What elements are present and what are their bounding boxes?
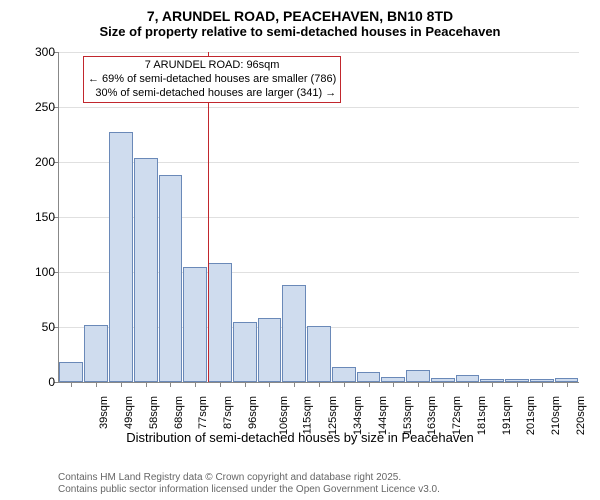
- footer-line-1: Contains HM Land Registry data © Crown c…: [58, 472, 440, 484]
- x-tick-label: 49sqm: [123, 396, 135, 429]
- x-tick: [567, 382, 568, 387]
- chart-title-main: 7, ARUNDEL ROAD, PEACEHAVEN, BN10 8TD: [0, 0, 600, 24]
- histogram-bar: [406, 370, 430, 382]
- histogram-bar: [159, 175, 183, 382]
- x-tick: [344, 382, 345, 387]
- x-tick: [96, 382, 97, 387]
- x-tick: [195, 382, 196, 387]
- histogram-bar: [233, 322, 257, 383]
- x-tick: [418, 382, 419, 387]
- histogram-bar: [307, 326, 331, 382]
- histogram-bar: [332, 367, 356, 382]
- x-tick-label: 87sqm: [222, 396, 234, 429]
- x-tick: [170, 382, 171, 387]
- x-tick: [542, 382, 543, 387]
- y-tick-label: 0: [5, 375, 55, 389]
- x-tick-label: 77sqm: [197, 396, 209, 429]
- x-tick: [121, 382, 122, 387]
- x-tick: [269, 382, 270, 387]
- x-tick-label: 115sqm: [302, 396, 314, 434]
- histogram-bar: [84, 325, 108, 382]
- plot-area: 05010015020025030039sqm49sqm58sqm68sqm77…: [58, 52, 579, 383]
- x-tick: [245, 382, 246, 387]
- y-tick-label: 300: [5, 45, 55, 59]
- annotation-line-1: 7 ARUNDEL ROAD: 96sqm: [88, 59, 336, 73]
- y-tick-label: 250: [5, 100, 55, 114]
- gridline: [59, 52, 579, 53]
- histogram-bar: [282, 285, 306, 382]
- x-tick: [393, 382, 394, 387]
- chart-title-sub: Size of property relative to semi-detach…: [0, 24, 600, 43]
- histogram-bar: [59, 362, 83, 382]
- x-tick-label: 58sqm: [148, 396, 160, 429]
- chart-container: Number of semi-detached properties 05010…: [0, 44, 600, 444]
- x-tick: [468, 382, 469, 387]
- histogram-bar: [134, 158, 158, 382]
- y-tick-label: 150: [5, 210, 55, 224]
- annotation-line-3: 30% of semi-detached houses are larger (…: [88, 87, 336, 101]
- x-tick: [319, 382, 320, 387]
- annotation-line-2: ← 69% of semi-detached houses are smalle…: [88, 73, 336, 87]
- x-tick-label: 39sqm: [98, 396, 110, 429]
- x-tick: [443, 382, 444, 387]
- footer-attribution: Contains HM Land Registry data © Crown c…: [58, 472, 440, 496]
- y-tick-label: 50: [5, 320, 55, 334]
- y-tick-label: 100: [5, 265, 55, 279]
- x-tick: [492, 382, 493, 387]
- x-tick: [220, 382, 221, 387]
- histogram-bar: [258, 318, 282, 382]
- histogram-bar: [183, 267, 207, 383]
- histogram-bar: [456, 375, 480, 382]
- histogram-bar: [109, 132, 133, 382]
- x-tick: [294, 382, 295, 387]
- x-tick: [146, 382, 147, 387]
- x-tick: [71, 382, 72, 387]
- histogram-bar: [208, 263, 232, 382]
- annotation-box: 7 ARUNDEL ROAD: 96sqm← 69% of semi-detac…: [83, 56, 341, 103]
- footer-line-2: Contains public sector information licen…: [58, 484, 440, 496]
- x-tick: [369, 382, 370, 387]
- x-tick-label: 96sqm: [247, 396, 259, 429]
- x-axis-label: Distribution of semi-detached houses by …: [0, 430, 600, 445]
- gridline: [59, 107, 579, 108]
- histogram-bar: [357, 372, 381, 382]
- x-tick-label: 68sqm: [173, 396, 185, 429]
- y-tick-label: 200: [5, 155, 55, 169]
- x-tick: [517, 382, 518, 387]
